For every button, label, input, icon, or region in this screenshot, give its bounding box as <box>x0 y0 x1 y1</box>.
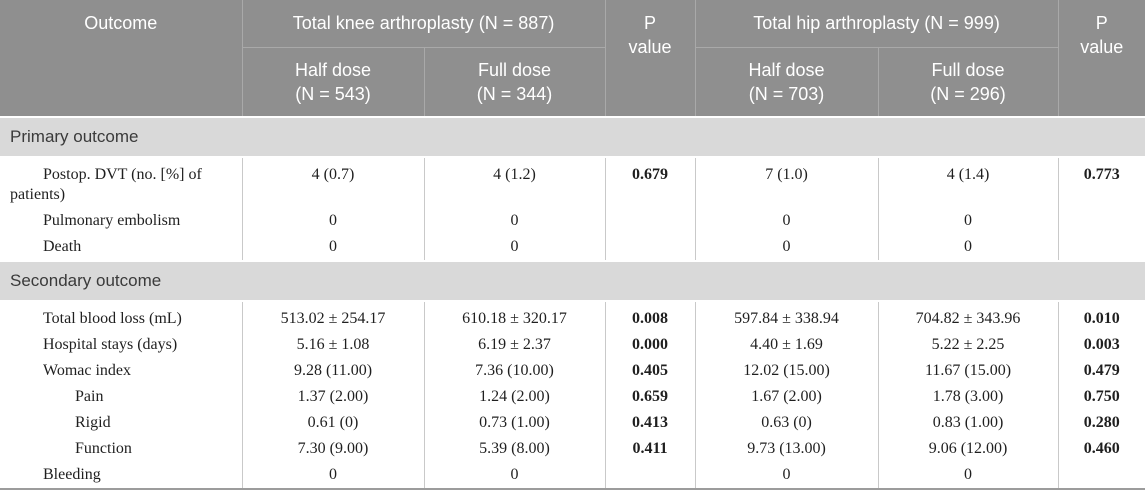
table-row-total-blood-loss: Total blood loss (mL) 513.02 ± 254.17 61… <box>0 301 1145 332</box>
section-title: Primary outcome <box>0 116 1145 158</box>
table-row-death: Death 0 0 0 0 <box>0 234 1145 261</box>
p-value-cell: 0.008 <box>604 301 696 332</box>
outcome-label: Postop. DVT (no. [%] of patients) <box>0 157 242 208</box>
header-outcome: Outcome <box>0 0 242 117</box>
value-cell: 4 (0.7) <box>241 157 424 208</box>
value-cell: 5.39 (8.00) <box>423 436 606 462</box>
value-cell: 5.22 ± 2.25 <box>877 332 1059 358</box>
outcome-label: Rigid <box>0 410 242 436</box>
p-value-cell: 0.479 <box>1057 358 1145 384</box>
value-cell: 0 <box>877 234 1059 261</box>
value-cell: 0 <box>423 208 606 234</box>
section-header-primary-outcome: Primary outcome <box>0 116 1145 158</box>
header-knee-full-dose: Full dose (N = 344) <box>423 46 606 117</box>
value-cell: 704.82 ± 343.96 <box>877 301 1059 332</box>
p-value-cell: 0.411 <box>604 436 696 462</box>
value-cell: 1.24 (2.00) <box>423 384 606 410</box>
value-cell: 12.02 (15.00) <box>694 358 879 384</box>
value-cell: 0 <box>423 234 606 261</box>
table-row-rigid: Rigid 0.61 (0) 0.73 (1.00) 0.413 0.63 (0… <box>0 410 1145 436</box>
p-value-cell: 0.280 <box>1057 410 1145 436</box>
p-value-cell: 0.659 <box>604 384 696 410</box>
header-hip-group: Total hip arthroplasty (N = 999) <box>694 0 1059 47</box>
table-row-hospital-stays: Hospital stays (days) 5.16 ± 1.08 6.19 ±… <box>0 332 1145 358</box>
value-cell: 9.73 (13.00) <box>694 436 879 462</box>
p-value-cell <box>604 234 696 261</box>
table-row-womac-index: Womac index 9.28 (11.00) 7.36 (10.00) 0.… <box>0 358 1145 384</box>
value-cell: 11.67 (15.00) <box>877 358 1059 384</box>
table-row-bleeding: Bleeding 0 0 0 0 <box>0 462 1145 490</box>
value-cell: 4 (1.2) <box>423 157 606 208</box>
outcome-label: Hospital stays (days) <box>0 332 242 358</box>
p-value-cell <box>604 208 696 234</box>
header-hip-half-dose: Half dose (N = 703) <box>694 46 879 117</box>
outcome-label: Pulmonary embolism <box>0 208 242 234</box>
value-cell: 0 <box>877 208 1059 234</box>
value-cell: 0 <box>241 208 424 234</box>
p-value-cell <box>604 462 696 490</box>
p-value-cell: 0.773 <box>1057 157 1145 208</box>
value-cell: 0 <box>694 234 879 261</box>
section-header-secondary-outcome: Secondary outcome <box>0 260 1145 302</box>
value-cell: 0 <box>877 462 1059 490</box>
value-cell: 7.30 (9.00) <box>241 436 424 462</box>
header-hip-full-dose: Full dose (N = 296) <box>877 46 1059 117</box>
value-cell: 1.37 (2.00) <box>241 384 424 410</box>
value-cell: 1.78 (3.00) <box>877 384 1059 410</box>
value-cell: 0 <box>241 462 424 490</box>
p-value-cell: 0.003 <box>1057 332 1145 358</box>
p-value-cell <box>1057 208 1145 234</box>
value-cell: 4.40 ± 1.69 <box>694 332 879 358</box>
p-value-cell: 0.413 <box>604 410 696 436</box>
outcome-label: Bleeding <box>0 462 242 490</box>
value-cell: 9.06 (12.00) <box>877 436 1059 462</box>
outcome-label: Total blood loss (mL) <box>0 301 242 332</box>
table-header: Outcome Total knee arthroplasty (N = 887… <box>0 0 1145 117</box>
value-cell: 9.28 (11.00) <box>241 358 424 384</box>
outcome-label: Pain <box>0 384 242 410</box>
outcome-label: Womac index <box>0 358 242 384</box>
value-cell: 6.19 ± 2.37 <box>423 332 606 358</box>
value-cell: 610.18 ± 320.17 <box>423 301 606 332</box>
header-knee-group: Total knee arthroplasty (N = 887) <box>241 0 606 47</box>
value-cell: 1.67 (2.00) <box>694 384 879 410</box>
p-value-cell: 0.010 <box>1057 301 1145 332</box>
value-cell: 4 (1.4) <box>877 157 1059 208</box>
p-value-cell: 0.750 <box>1057 384 1145 410</box>
value-cell: 7 (1.0) <box>694 157 879 208</box>
value-cell: 513.02 ± 254.17 <box>241 301 424 332</box>
section-title: Secondary outcome <box>0 260 1145 302</box>
outcome-label: Death <box>0 234 242 261</box>
value-cell: 0.83 (1.00) <box>877 410 1059 436</box>
table-row-pulmonary-embolism: Pulmonary embolism 0 0 0 0 <box>0 208 1145 234</box>
value-cell: 0 <box>694 462 879 490</box>
value-cell: 0.61 (0) <box>241 410 424 436</box>
value-cell: 0.63 (0) <box>694 410 879 436</box>
header-knee-half-dose: Half dose (N = 543) <box>241 46 424 117</box>
table-row-pain: Pain 1.37 (2.00) 1.24 (2.00) 0.659 1.67 … <box>0 384 1145 410</box>
p-value-cell <box>1057 234 1145 261</box>
value-cell: 597.84 ± 338.94 <box>694 301 879 332</box>
value-cell: 0.73 (1.00) <box>423 410 606 436</box>
p-value-cell <box>1057 462 1145 490</box>
value-cell: 7.36 (10.00) <box>423 358 606 384</box>
value-cell: 0 <box>694 208 879 234</box>
p-value-cell: 0.460 <box>1057 436 1145 462</box>
value-cell: 0 <box>241 234 424 261</box>
p-value-cell: 0.405 <box>604 358 696 384</box>
value-cell: 5.16 ± 1.08 <box>241 332 424 358</box>
header-p-value-hip: P value <box>1057 0 1145 117</box>
value-cell: 0 <box>423 462 606 490</box>
outcome-label: Function <box>0 436 242 462</box>
p-value-cell: 0.000 <box>604 332 696 358</box>
p-value-cell: 0.679 <box>604 157 696 208</box>
header-p-value-knee: P value <box>604 0 696 117</box>
table-row-function: Function 7.30 (9.00) 5.39 (8.00) 0.411 9… <box>0 436 1145 462</box>
table-row-postop-dvt: Postop. DVT (no. [%] of patients) 4 (0.7… <box>0 157 1145 208</box>
